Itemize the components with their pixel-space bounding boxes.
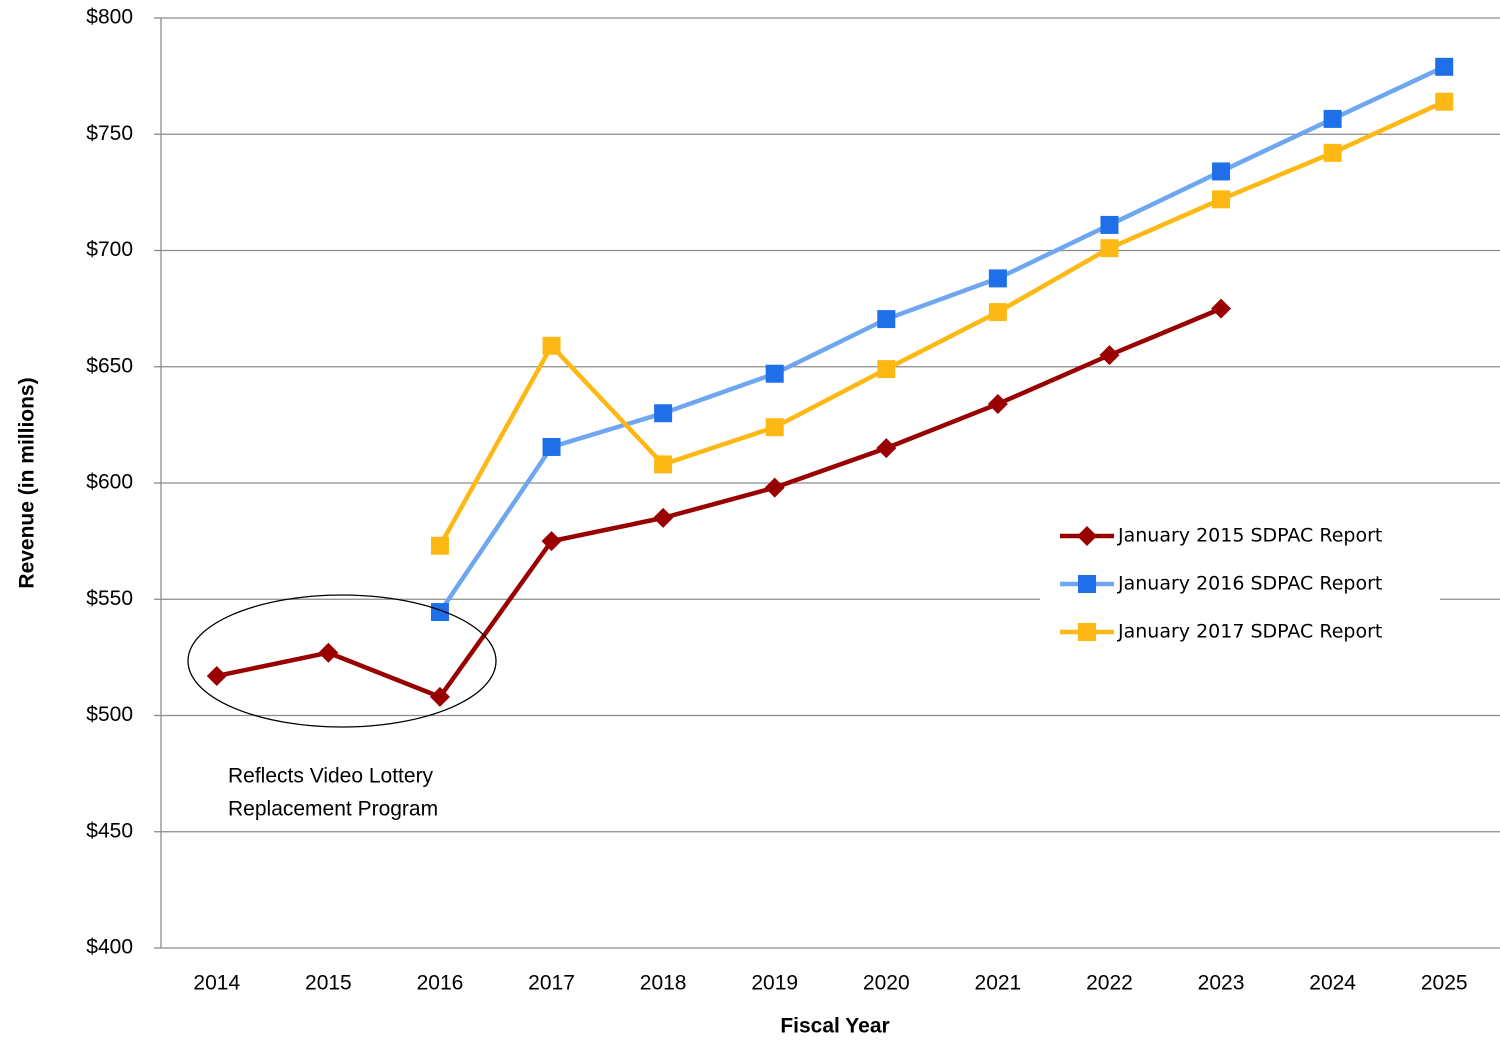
y-tick-label: $450 [86,819,133,842]
marker [1078,575,1096,593]
x-tick-label: 2022 [1086,972,1133,995]
marker [1078,623,1096,641]
marker [1077,526,1097,546]
marker [429,686,450,707]
y-axis-label: Revenue (in millions) [16,377,39,588]
x-tick-label: 2025 [1421,972,1468,995]
series-line [216,306,1222,700]
marker [430,603,449,622]
x-tick-label: 2024 [1309,972,1356,995]
x-tick-label: 2021 [975,972,1022,995]
marker [765,418,784,437]
marker [206,665,227,686]
marker [1212,162,1231,181]
marker [1323,109,1342,128]
plot [206,57,1454,707]
marker [318,642,339,663]
marker [430,536,449,555]
marker [988,303,1007,322]
marker [1435,92,1454,111]
marker [877,360,896,379]
marker [877,310,896,329]
legend-label: January 2015 SDPAC Report [1117,525,1382,547]
x-tick-label: 2017 [528,972,575,995]
marker [1099,345,1120,366]
y-tick-label: $500 [86,703,133,726]
x-tick-label: 2019 [751,972,798,995]
marker [1323,143,1342,162]
marker [654,455,673,474]
legend-label: January 2016 SDPAC Report [1117,573,1382,595]
marker [654,404,673,423]
marker [988,269,1007,288]
series-line [438,64,1446,614]
marker [542,437,561,456]
x-tick-label: 2015 [305,972,352,995]
marker [987,393,1008,414]
marker [1100,239,1119,258]
x-tick-label: 2018 [640,972,687,995]
marker [1100,215,1119,234]
marker [764,477,785,498]
legend: January 2015 SDPAC Report January 2016 SD… [1060,525,1382,643]
x-tick-label: 2020 [863,972,910,995]
x-tick-label: 2014 [193,972,240,995]
annotation: Reflects Video Lottery [228,765,434,788]
x-tick-label: 2023 [1198,972,1245,995]
y-tick-label: $550 [86,587,133,610]
legend-label: January 2017 SDPAC Report [1117,621,1382,643]
y-tick-label: $800 [86,6,133,29]
marker [541,531,562,552]
marker [1212,190,1231,209]
marker [765,364,784,383]
y-tick-label: $750 [86,122,133,145]
x-axis-label: Fiscal Year [780,1015,889,1038]
marker [653,507,674,528]
annotation-ellipse [187,594,497,728]
y-tick-label: $700 [86,238,133,261]
x-tick-label: 2016 [417,972,464,995]
marker [542,336,561,355]
y-tick-label: $650 [86,354,133,377]
series-line [437,99,1446,547]
marker [1211,298,1232,319]
y-tick-label: $600 [86,471,133,494]
annotation: Replacement Program [228,798,438,821]
marker [1435,57,1454,76]
y-tick-label: $400 [86,936,133,959]
grid [154,17,1500,949]
marker [876,438,897,459]
